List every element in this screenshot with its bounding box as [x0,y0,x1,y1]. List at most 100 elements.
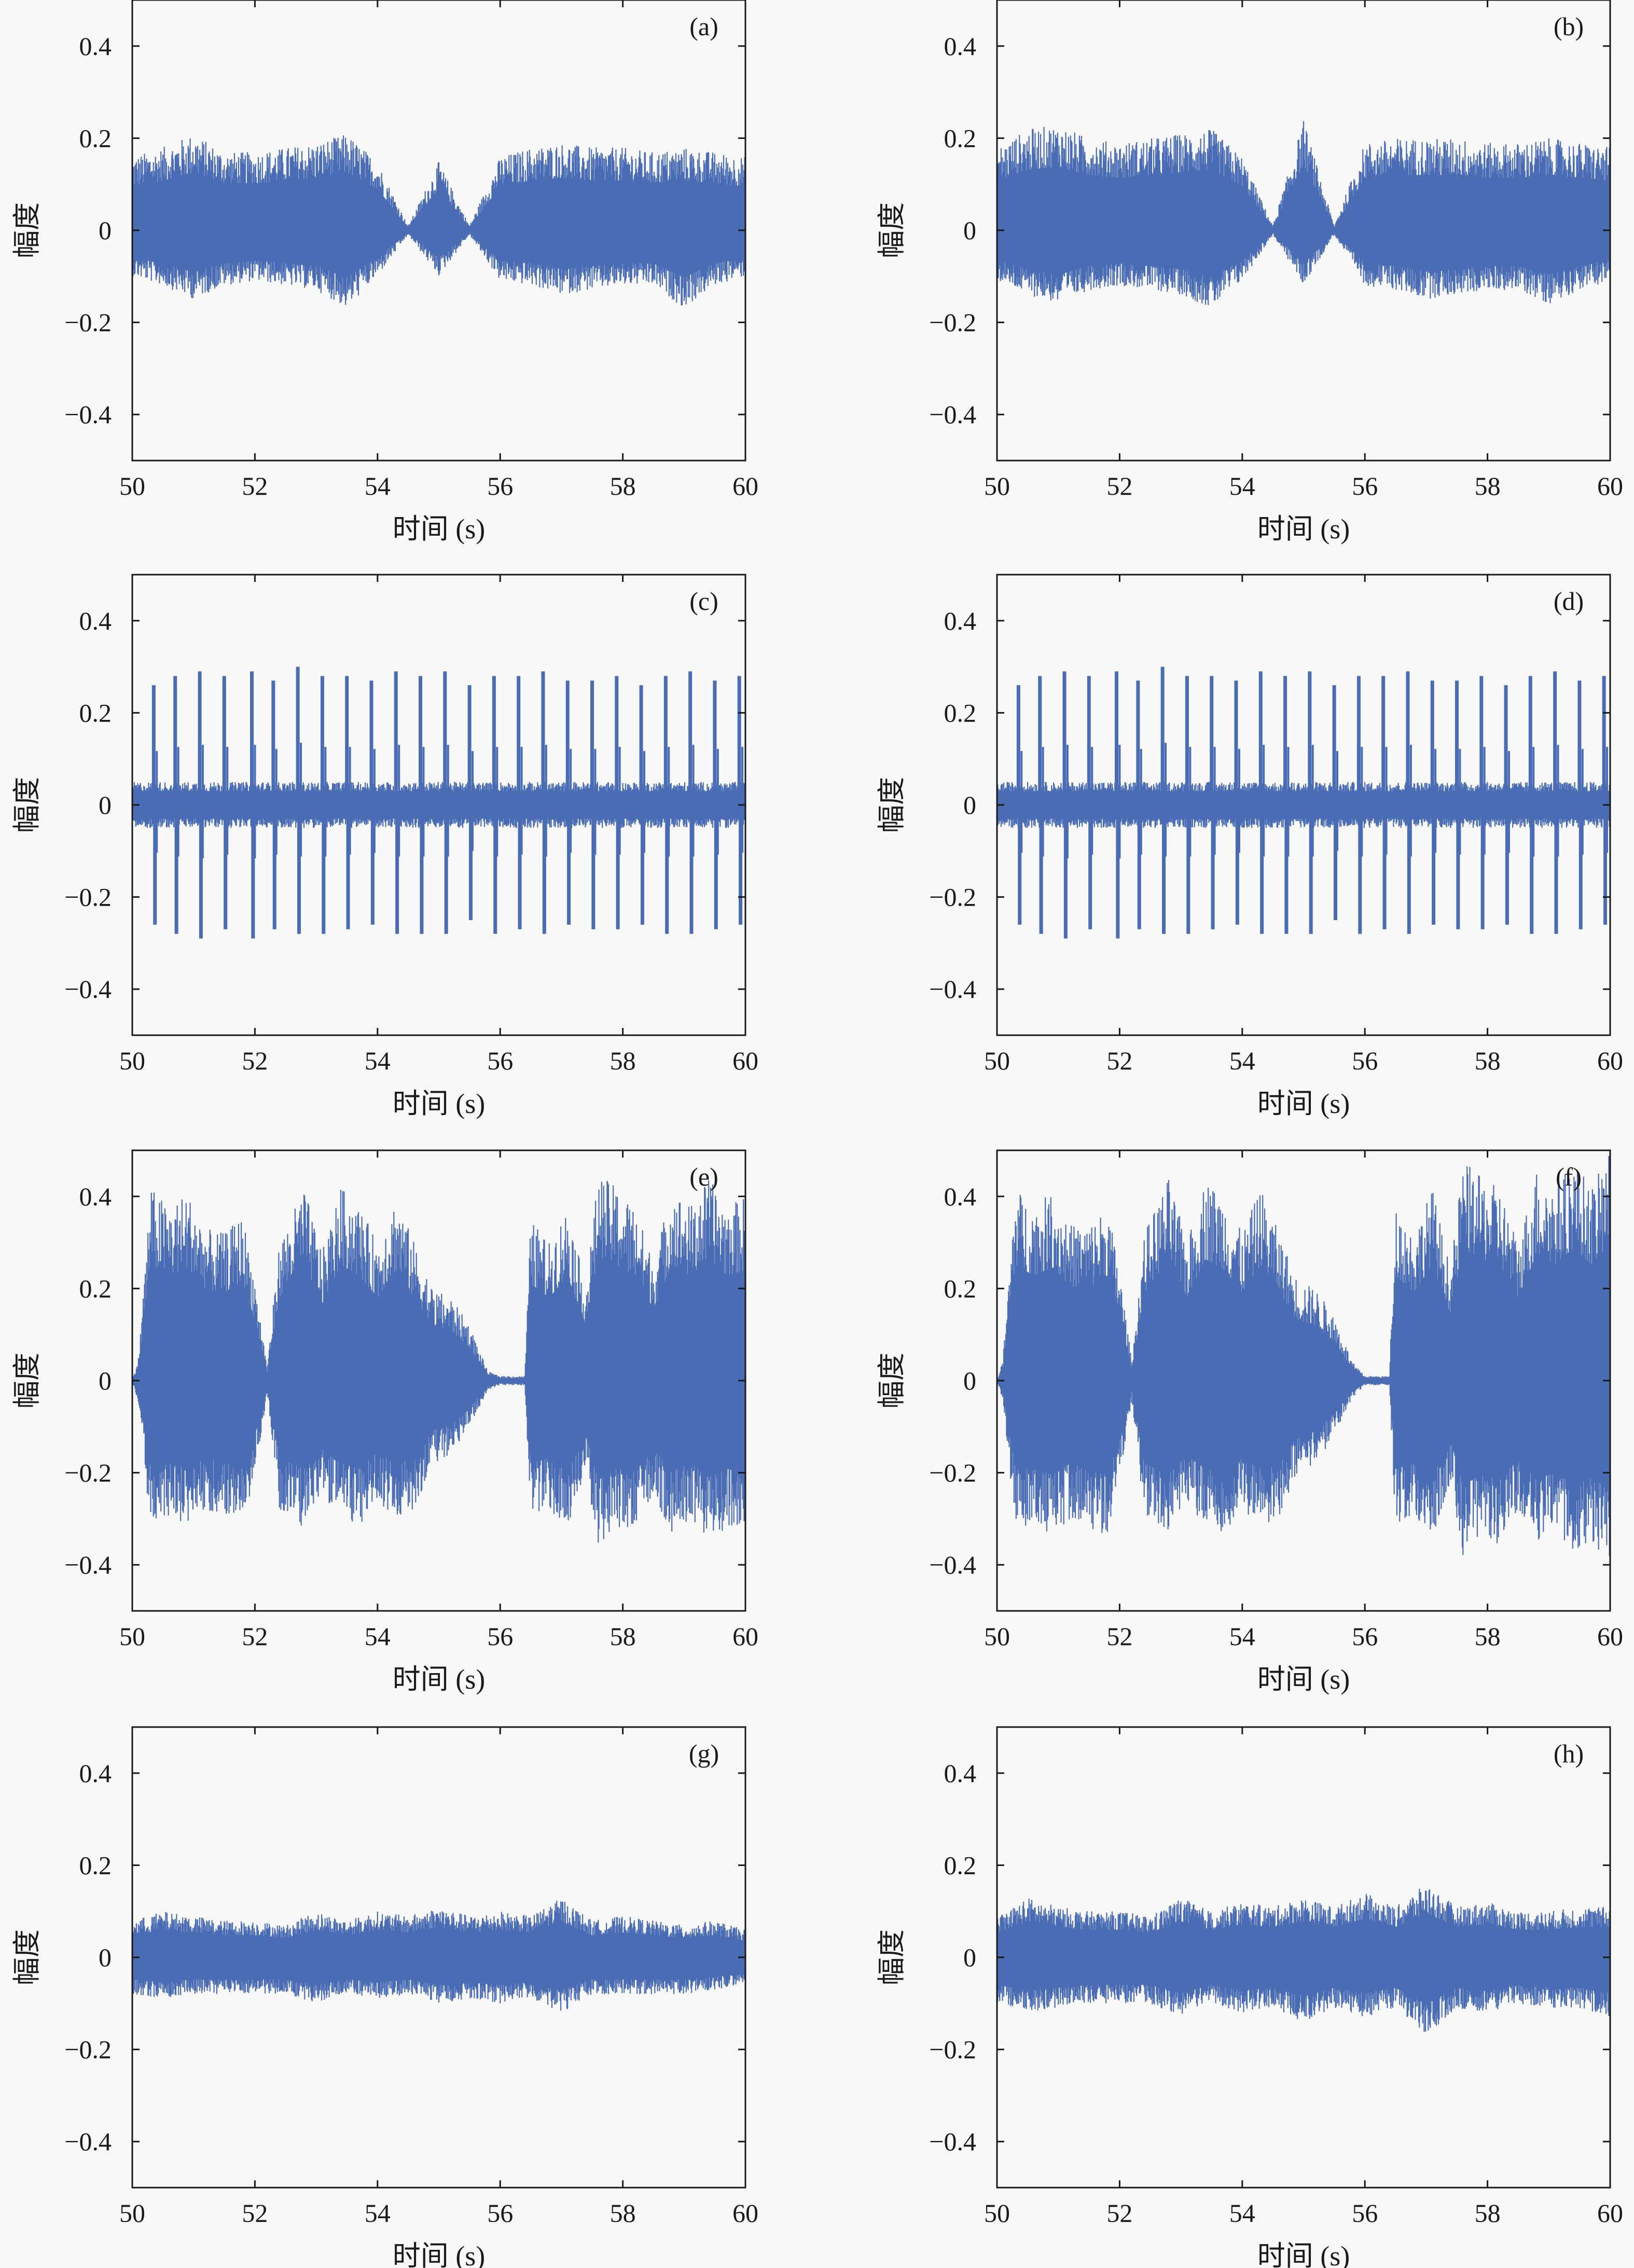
x-tick-label: 50 [984,1046,1010,1075]
x-tick-label: 52 [1106,471,1132,500]
x-tick-label: 60 [1597,1622,1623,1651]
y-axis-label: 幅度 [876,777,907,833]
x-axis-label: 时间 (s) [1257,1664,1350,1695]
x-tick-label: 54 [365,471,391,500]
x-axis-label: 时间 (s) [393,1088,485,1119]
x-tick-label: 52 [242,2199,268,2228]
waveform-core [997,164,1610,277]
x-tick-label: 60 [732,1622,758,1651]
y-axis-label: 幅度 [876,1929,907,1985]
panel-label: (d) [1554,587,1584,616]
x-axis-label: 时间 (s) [393,513,485,545]
x-tick-label: 58 [1475,471,1501,500]
waveform-core [997,1242,1610,1492]
x-tick-label: 52 [242,1622,268,1651]
y-tick-label: 0.4 [944,606,977,635]
x-tick-label: 54 [1229,2199,1255,2228]
x-tick-label: 54 [1229,1622,1255,1651]
y-tick-label: −0.4 [64,975,112,1004]
x-tick-label: 56 [1352,1046,1378,1075]
x-axis-label: 时间 (s) [1257,513,1350,545]
y-tick-label: −0.4 [929,1550,976,1579]
y-tick-label: 0 [99,216,112,245]
x-tick-label: 56 [487,1622,513,1651]
x-tick-label: 54 [365,1622,391,1651]
y-tick-label: 0 [99,1366,112,1395]
y-axis-label: 幅度 [876,1353,907,1409]
x-tick-label: 50 [119,2199,145,2228]
y-tick-label: 0.2 [79,698,112,727]
waveform-core [997,1913,1610,2005]
x-tick-label: 52 [1106,2199,1132,2228]
y-tick-label: −0.2 [929,1458,976,1487]
y-tick-label: −0.4 [929,2127,976,2156]
y-axis-label: 幅度 [876,202,907,258]
waveform-series [996,1888,1611,2032]
y-tick-label: −0.2 [64,883,112,912]
x-tick-label: 52 [242,471,268,500]
waveform-series [131,666,746,939]
y-tick-label: −0.4 [64,1550,112,1579]
x-tick-label: 54 [1229,1046,1255,1075]
panel-label: (h) [1554,1739,1584,1768]
y-tick-label: 0.4 [944,32,977,61]
y-axis-label: 幅度 [11,1353,43,1409]
x-tick-label: 60 [1597,2199,1623,2228]
panel-h: 50 52 54 56 58 60 −0.4 −0.2 0 0.2 0.4 时间 (s) 幅度 (h) [876,1726,1623,2268]
y-tick-label: 0.2 [79,123,112,152]
y-tick-label: 0 [963,1943,976,1972]
y-axis-label: 幅度 [11,1929,43,1985]
y-tick-label: −0.2 [929,308,976,337]
x-tick-label: 56 [1352,471,1378,500]
panel-label: (e) [689,1162,718,1191]
waveform-series [997,1156,1611,1562]
waveform-core [132,1921,745,1991]
x-tick-label: 56 [487,471,513,500]
x-tick-label: 58 [1475,2199,1501,2228]
waveform-series [132,1180,746,1543]
x-axis-label: 时间 (s) [1257,1088,1350,1119]
y-tick-label: −0.4 [929,400,976,429]
panel-c: 50 52 54 56 58 60 −0.4 −0.2 0 0.2 0.4 时间 (s) 幅度 (c) [11,574,758,1119]
y-tick-label: 0.4 [944,1182,977,1211]
x-tick-label: 58 [610,2199,636,2228]
y-tick-label: 0.2 [79,1274,112,1303]
y-tick-label: 0.4 [79,606,112,635]
x-tick-label: 52 [1106,1622,1132,1651]
x-tick-label: 58 [610,1046,636,1075]
y-axis-label: 幅度 [11,777,43,833]
y-tick-label: 0 [963,216,976,245]
panel-label: (c) [689,587,718,616]
y-tick-label: 0 [99,1943,112,1972]
y-tick-label: 0 [963,790,976,819]
waveform-series [996,666,1611,939]
y-tick-label: −0.2 [929,883,976,912]
panel-a: 50 52 54 56 58 60 −0.4 −0.2 0 0.2 0.4 时间 (s) 幅度 (a) [11,0,758,545]
y-tick-label: 0.2 [944,123,977,152]
x-axis-label: 时间 (s) [1257,2241,1350,2268]
x-tick-label: 60 [1597,471,1623,500]
y-tick-label: −0.2 [64,1458,112,1487]
x-tick-label: 60 [732,1046,758,1075]
y-tick-label: 0.2 [944,698,977,727]
x-tick-label: 56 [1352,2199,1378,2228]
waveform-series [131,1900,746,2011]
y-tick-label: 0.2 [944,1274,977,1303]
panel-label: (b) [1554,12,1584,41]
y-tick-label: 0.4 [944,1759,977,1788]
panel-b: 50 52 54 56 58 60 −0.4 −0.2 0 0.2 0.4 时间 (s) 幅度 (b) [876,0,1623,545]
waveform-core [132,1256,745,1480]
waveform-series [996,121,1611,305]
x-tick-label: 50 [984,1622,1010,1651]
x-tick-label: 58 [610,1622,636,1651]
x-axis-label: 时间 (s) [393,1664,485,1695]
x-tick-label: 56 [487,2199,513,2228]
y-tick-label: −0.4 [64,400,112,429]
y-tick-label: 0 [99,790,112,819]
x-tick-label: 54 [1229,471,1255,500]
y-tick-label: −0.2 [64,308,112,337]
y-tick-label: 0.2 [79,1850,112,1880]
waveform-core [132,172,745,277]
x-tick-label: 60 [1597,1046,1623,1075]
